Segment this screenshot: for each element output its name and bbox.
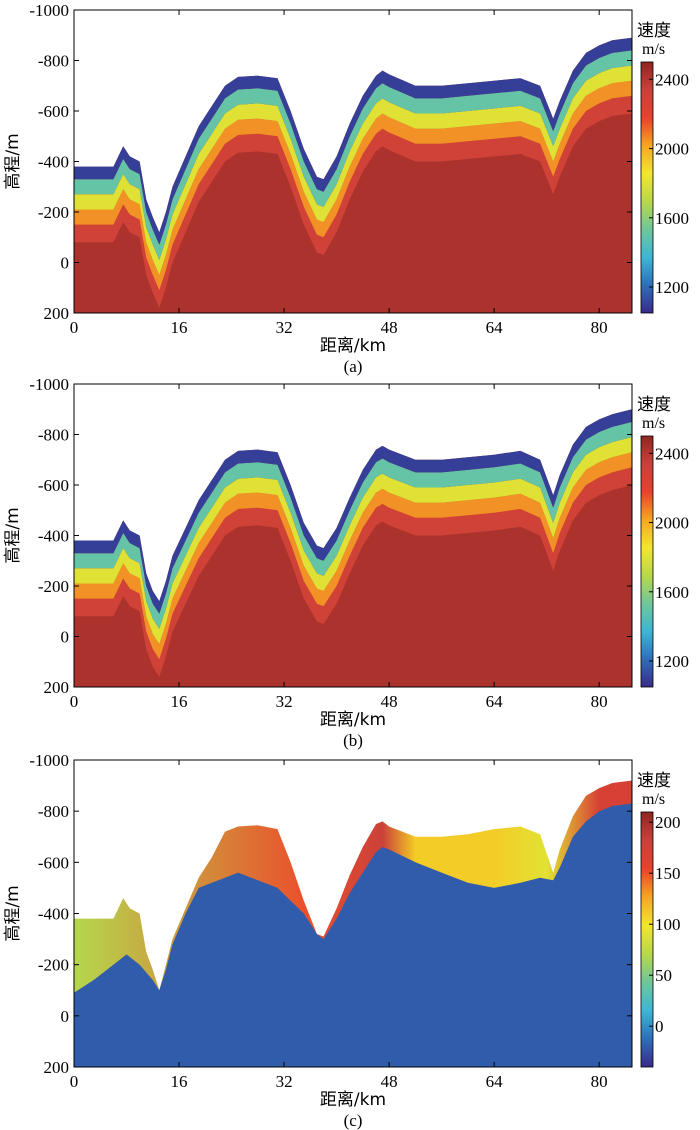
colorbar: 0 50 100 150 200 速度m/s xyxy=(637,771,681,1068)
colorbar-scale xyxy=(640,811,654,1068)
velocity-band xyxy=(74,409,632,614)
y-tick-label: -800 xyxy=(38,426,69,445)
colorbar-tick-label: 2400 xyxy=(655,70,689,89)
colorbar-tick-label: 1600 xyxy=(655,209,689,228)
y-tick-label: -200 xyxy=(38,956,69,975)
y-tick-label: 200 xyxy=(44,304,70,323)
plot-area xyxy=(74,37,632,313)
colorbar-title: 速度 xyxy=(637,771,671,791)
y-tick-label: -600 xyxy=(38,853,69,872)
x-tick-label: 64 xyxy=(486,318,504,337)
x-tick-label: 0 xyxy=(70,1072,79,1091)
x-tick-label: 48 xyxy=(381,692,398,711)
velocity-band xyxy=(74,467,632,677)
x-tick-label: 32 xyxy=(276,692,293,711)
x-tick-label: 80 xyxy=(591,318,608,337)
colorbar-tick-label: 2400 xyxy=(655,444,689,463)
y-tick-label: 0 xyxy=(61,628,70,647)
y-axis-label: 高程/m xyxy=(3,885,23,941)
panel-3: 0 16 32 48 64 80-1000-800-600-400-2000200距离/k… xyxy=(3,751,681,1130)
panel-2: 0 16 32 48 64 80-1000-800-600-400-2000200距离/k… xyxy=(3,375,689,750)
colorbar-tick-label: 1200 xyxy=(655,652,689,671)
colorbar-tick-label: 150 xyxy=(655,864,681,883)
y-tick-label: -1000 xyxy=(29,1,69,20)
velocity-band xyxy=(74,37,632,245)
colorbar-scale xyxy=(640,435,654,688)
colorbar-tick-label: 0 xyxy=(655,1017,664,1036)
colorbar: 1200 1600 2000 2400 速度m/s xyxy=(637,21,689,314)
colorbar-tick-label: 1200 xyxy=(655,278,689,297)
colorbar-unit: m/s xyxy=(642,791,665,808)
y-tick-label: -400 xyxy=(38,905,69,924)
panel-caption: (c) xyxy=(344,1111,363,1130)
colorbar-tick-label: 2000 xyxy=(655,140,689,159)
x-tick-label: 80 xyxy=(591,692,608,711)
velocity-band xyxy=(74,437,632,645)
x-tick-label: 0 xyxy=(70,318,79,337)
colorbar-tick-label: 2000 xyxy=(655,514,689,533)
colorbar: 1200 1600 2000 2400 速度m/s xyxy=(637,395,689,688)
x-tick-label: 48 xyxy=(381,1072,398,1091)
velocity-band xyxy=(74,421,632,629)
x-axis-label: 距离/km xyxy=(320,1090,386,1110)
y-tick-label: -200 xyxy=(38,203,69,222)
velocity-band xyxy=(74,50,632,261)
y-tick-label: -400 xyxy=(38,153,69,172)
x-tick-label: 64 xyxy=(486,1072,504,1091)
y-tick-label: 0 xyxy=(61,254,70,273)
plot-area xyxy=(74,780,632,1067)
panel-caption: (b) xyxy=(343,731,363,750)
y-tick-label: -200 xyxy=(38,577,69,596)
x-tick-label: 48 xyxy=(381,318,398,337)
colorbar-scale xyxy=(640,61,654,314)
x-tick-label: 64 xyxy=(486,692,504,711)
colorbar-tick-label: 100 xyxy=(655,915,681,934)
residual-base xyxy=(74,803,632,1067)
velocity-band xyxy=(74,95,632,308)
velocity-band xyxy=(74,452,632,660)
colorbar-tick-label: 50 xyxy=(655,966,672,985)
y-tick-label: 0 xyxy=(61,1007,70,1026)
velocity-band xyxy=(74,80,632,291)
colorbar-unit: m/s xyxy=(642,415,665,432)
plot-area xyxy=(74,409,632,687)
x-tick-label: 16 xyxy=(171,1072,188,1091)
y-tick-label: 200 xyxy=(44,678,70,697)
y-tick-label: 200 xyxy=(44,1058,70,1077)
x-tick-label: 80 xyxy=(591,1072,608,1091)
y-tick-label: -600 xyxy=(38,102,69,121)
y-tick-label: -1000 xyxy=(29,375,69,394)
x-tick-label: 32 xyxy=(276,1072,293,1091)
y-tick-label: -800 xyxy=(38,802,69,821)
x-axis-label: 距离/km xyxy=(320,336,386,356)
y-tick-label: -1000 xyxy=(29,751,69,770)
x-tick-label: 16 xyxy=(171,692,188,711)
x-axis-label: 距离/km xyxy=(320,710,386,730)
colorbar-tick-label: 200 xyxy=(655,813,681,832)
velocity-band xyxy=(74,65,632,276)
x-tick-label: 0 xyxy=(70,692,79,711)
y-axis-label: 高程/m xyxy=(3,133,23,189)
colorbar-unit: m/s xyxy=(642,41,665,58)
x-tick-label: 32 xyxy=(276,318,293,337)
panel-caption: (a) xyxy=(344,357,363,376)
y-tick-label: -400 xyxy=(38,527,69,546)
panel-1: 0 16 32 48 64 80-1000-800-600-400-2000200距离/k… xyxy=(3,1,689,376)
x-tick-label: 16 xyxy=(171,318,188,337)
colorbar-tick-label: 1600 xyxy=(655,583,689,602)
colorbar-title: 速度 xyxy=(637,21,671,41)
y-tick-label: -600 xyxy=(38,476,69,495)
colorbar-title: 速度 xyxy=(637,395,671,415)
y-tick-label: -800 xyxy=(38,52,69,71)
y-axis-label: 高程/m xyxy=(3,507,23,563)
